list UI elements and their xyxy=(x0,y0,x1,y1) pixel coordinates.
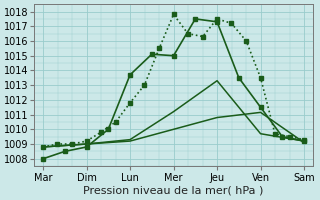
X-axis label: Pression niveau de la mer( hPa ): Pression niveau de la mer( hPa ) xyxy=(84,186,264,196)
